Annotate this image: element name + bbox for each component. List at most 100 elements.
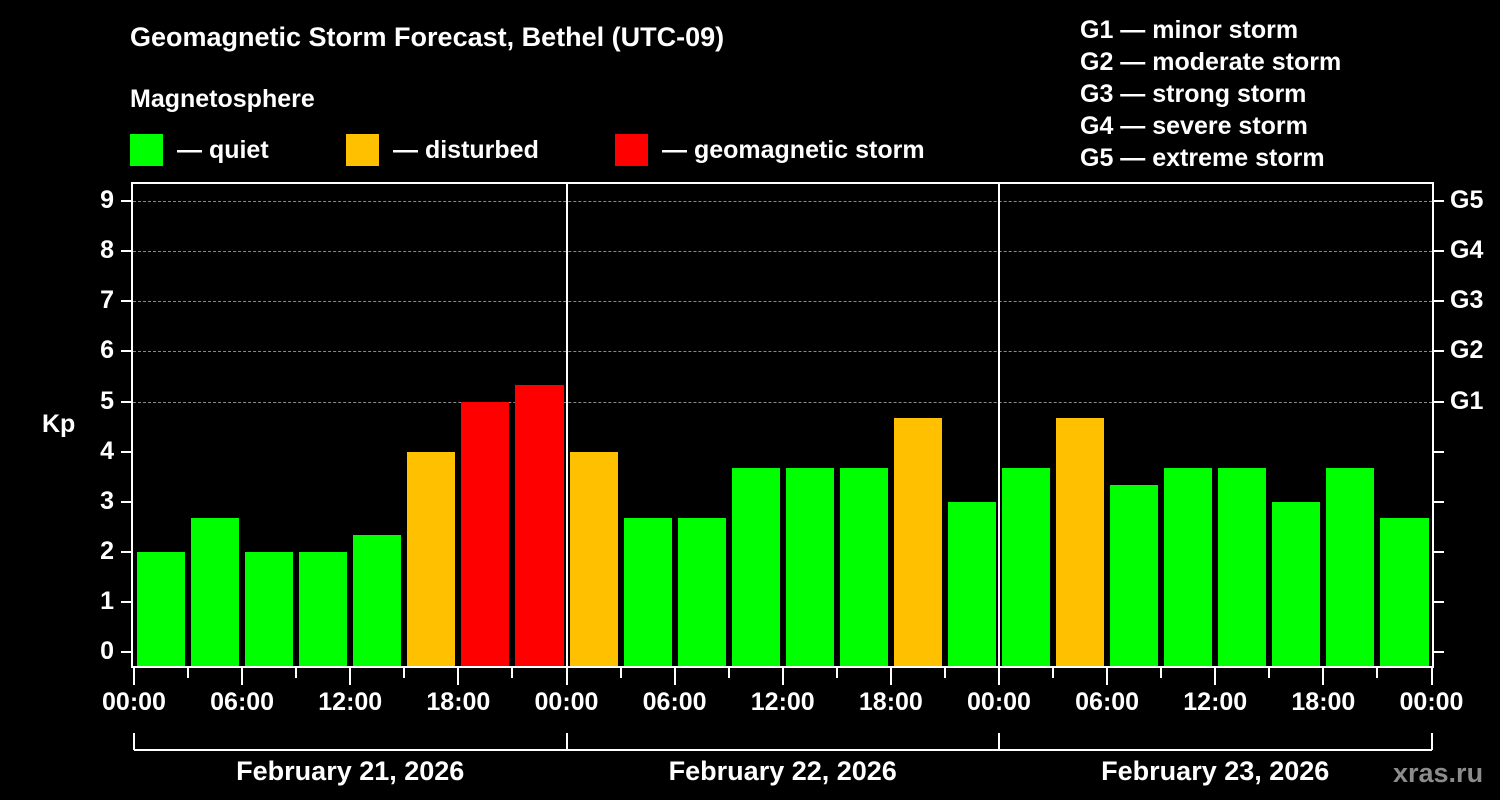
date-bracket-tick [133,733,135,750]
x-tick-major [1322,668,1325,685]
kp-bar [677,518,726,667]
kp-bar [299,551,348,667]
y-tick-label: 4 [100,436,114,465]
y-tick [121,250,131,253]
x-tick-major [133,668,135,685]
g-legend-item: G2 — moderate storm [1080,48,1342,76]
x-tick-major [1106,668,1109,685]
y-tick [121,651,131,653]
y-tick-label: 0 [100,637,114,665]
legend-label: — geomagnetic storm [662,135,925,164]
watermark: xras.ru [1393,758,1484,788]
y-tick-right [1434,400,1444,403]
x-tick-minor [295,668,298,678]
y-tick-right [1434,550,1444,553]
date-label: February 21, 2026 [236,756,465,786]
y-tick [121,400,131,403]
x-tick-label: 06:00 [642,688,707,716]
kp-bar [785,468,834,667]
kp-bar [191,518,240,667]
x-tick-label: 12:00 [1183,688,1248,716]
y-tick [121,500,131,503]
x-tick-minor [835,668,838,678]
gridline [133,201,1432,203]
g-legend-item: G3 — strong storm [1080,80,1307,108]
y-tick [121,350,131,353]
y-tick-right [1434,350,1444,353]
g-scale-label: G2 [1450,336,1484,365]
y-tick-label: 6 [100,336,114,365]
date-bracket [134,749,1432,751]
x-tick-minor [943,668,946,678]
date-label: February 22, 2026 [668,756,897,786]
y-tick-label: 7 [100,286,114,315]
x-tick-minor [1160,668,1163,678]
chart-title: Geomagnetic Storm Forecast, Bethel (UTC-… [130,22,725,52]
kp-bar [731,468,780,667]
x-tick-major [998,668,1000,685]
day-separator [565,183,568,668]
g-scale-label: G4 [1450,236,1484,265]
date-bracket-tick [565,733,568,750]
kp-bar [137,551,186,667]
x-tick-major [457,668,460,685]
x-tick-major [889,668,892,685]
y-tick [121,200,131,203]
g-scale-label: G3 [1450,286,1484,315]
day-separator [998,183,1000,668]
g-scale-label: G1 [1450,386,1484,415]
x-tick-major [349,668,352,685]
x-tick-major [781,668,784,685]
x-tick-label: 12:00 [750,688,815,716]
y-tick-label: 5 [100,386,114,415]
legend-label: — quiet [177,135,269,164]
x-tick-label: 18:00 [426,688,491,716]
legend-label: — disturbed [393,135,539,164]
legend-disturbed: — disturbed [346,134,539,166]
x-tick-minor [1376,668,1379,678]
y-tick-right [1434,651,1444,653]
gridline [133,251,1432,253]
date-bracket-tick [1430,733,1433,750]
g-legend-item: G4 — severe storm [1080,112,1308,140]
g-legend-item: G5 — extreme storm [1080,144,1325,172]
kp-bar [1110,485,1159,667]
y-tick-label: 9 [100,186,114,215]
y-tick-right [1434,600,1444,603]
g-scale-legend: G1 — minor storm G2 — moderate storm G3 … [1080,14,1341,174]
legend-storm: — geomagnetic storm [615,134,925,166]
y-axis-label: Kp [42,410,76,438]
y-tick-label: 2 [100,536,114,565]
date-label: February 23, 2026 [1101,756,1330,786]
x-tick-label: 00:00 [1399,688,1464,716]
kp-bar [1218,468,1267,667]
x-tick-label: 18:00 [1291,688,1356,716]
kp-bar [623,518,672,667]
y-tick [121,600,131,603]
x-tick-major [241,668,244,685]
kp-bar [947,501,996,667]
kp-bar [569,451,618,667]
x-tick-label: 06:00 [210,688,275,716]
kp-bar [1056,418,1105,667]
y-tick-right [1434,500,1444,503]
kp-bar [1380,518,1429,667]
y-tick-right [1434,450,1444,453]
kp-bar [839,468,888,667]
x-tick-minor [511,668,514,678]
x-tick-major [1214,668,1217,685]
x-tick-label: 12:00 [318,688,383,716]
kp-bar [1326,468,1375,667]
x-tick-major [565,668,568,685]
gridline [133,301,1432,303]
kp-bar [1164,468,1213,667]
x-tick-label: 00:00 [534,688,599,716]
y-tick-right [1434,300,1444,303]
kp-bar [1002,468,1051,667]
x-tick-minor [403,668,406,678]
x-tick-label: 00:00 [967,688,1031,716]
kp-bar [461,401,510,667]
legend-quiet: — quiet [130,134,269,166]
x-tick-label: 00:00 [102,688,166,716]
plot-frame [131,182,1434,668]
